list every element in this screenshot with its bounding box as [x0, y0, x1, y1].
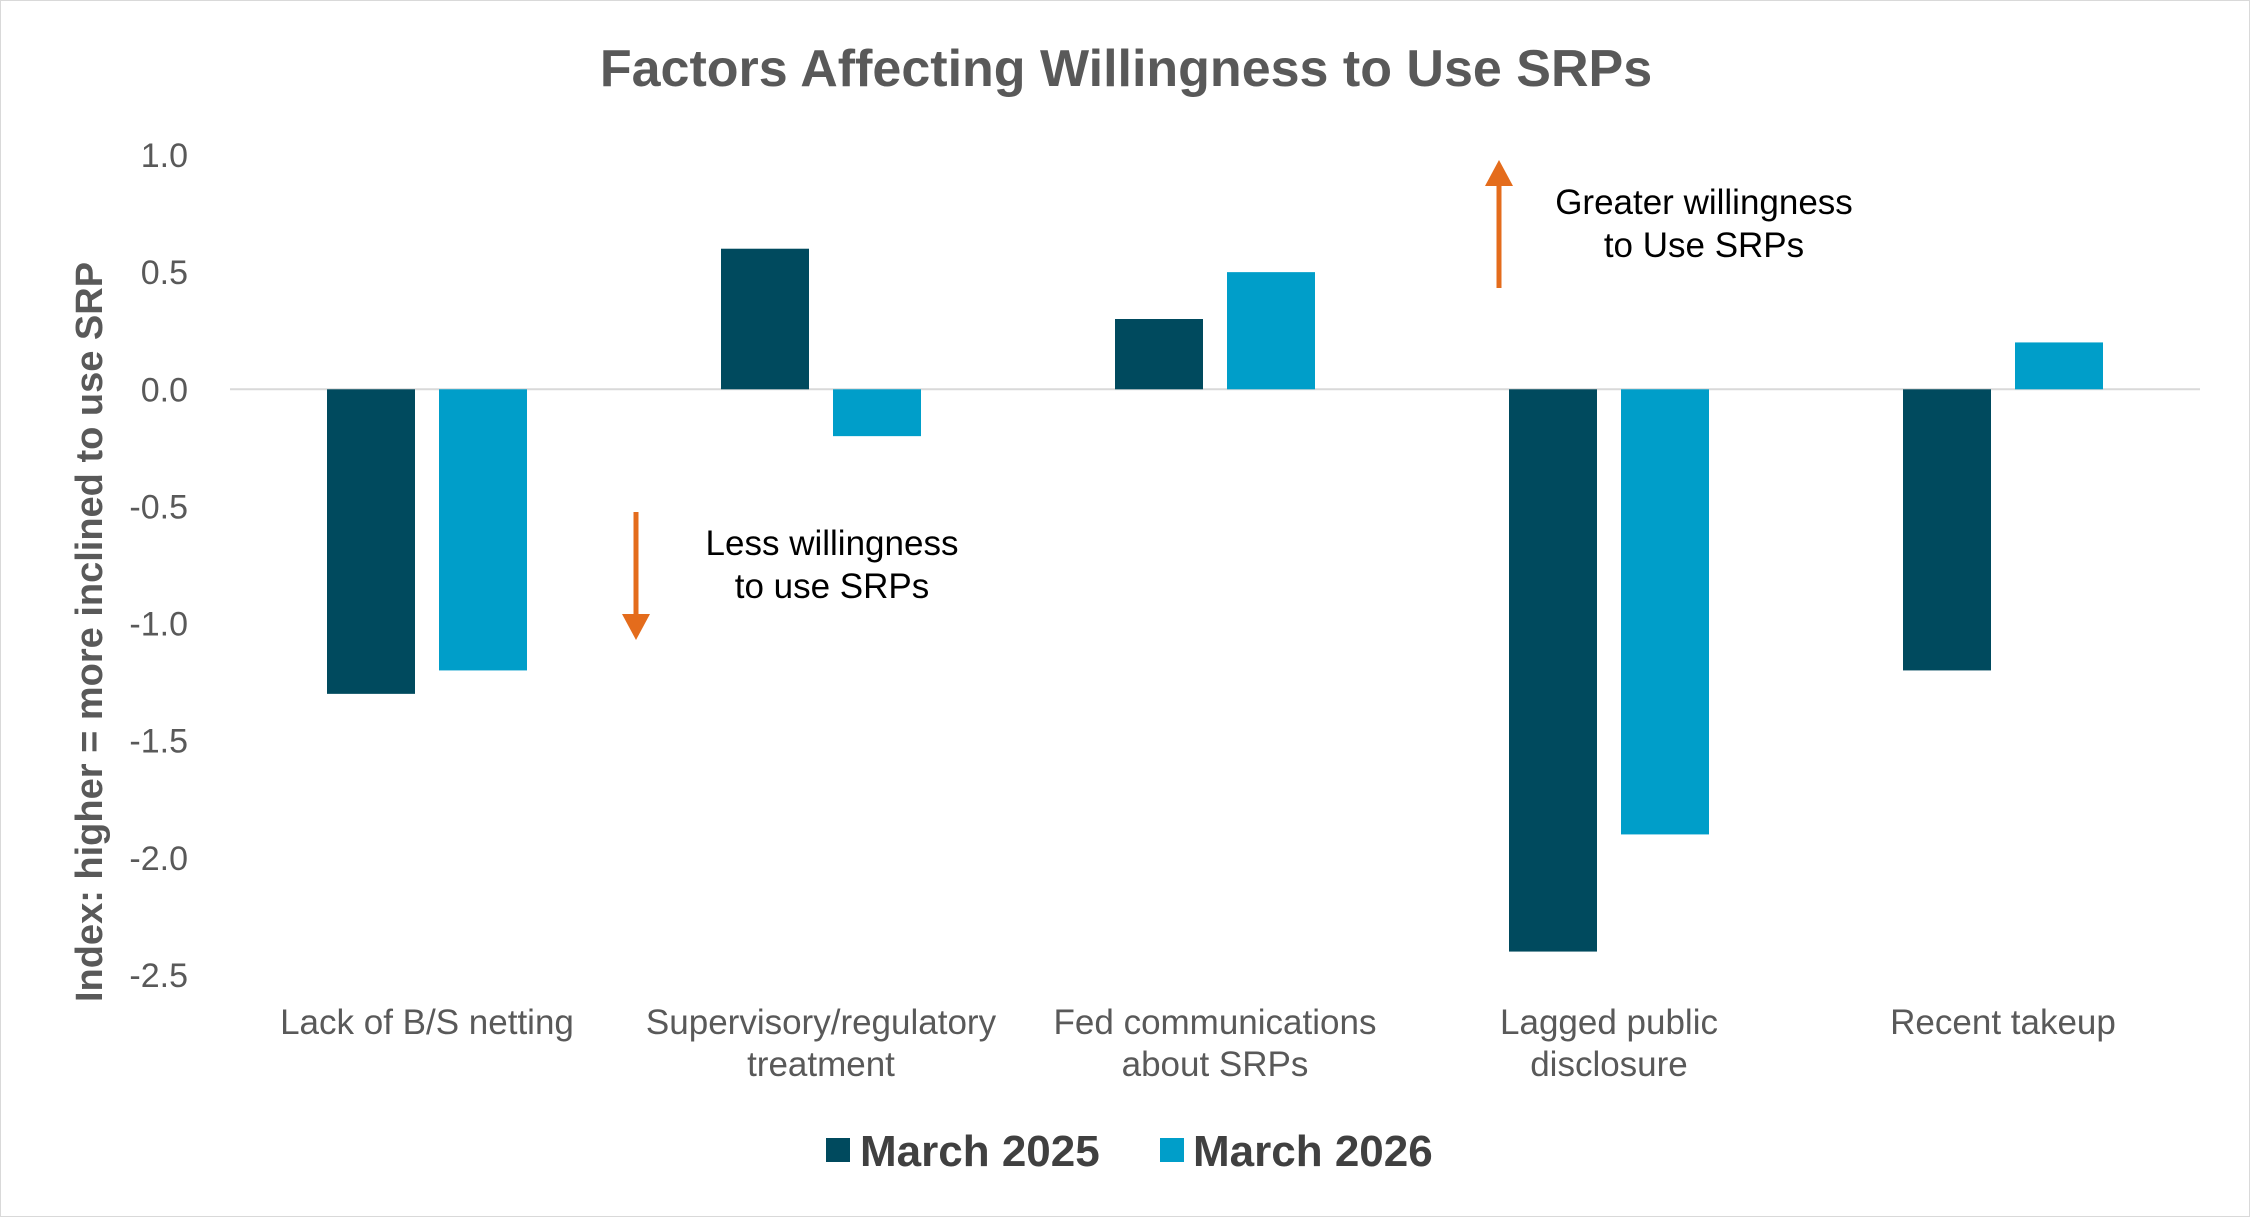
- annotation-text: Less willingness: [706, 524, 959, 563]
- bar-march-2026: [1227, 272, 1315, 390]
- bar-march-2026: [2015, 342, 2103, 390]
- chart-title: Factors Affecting Willingness to Use SRP…: [600, 40, 1652, 98]
- category-label: disclosure: [1530, 1045, 1688, 1084]
- y-axis-label: Index: higher = more inclined to use SRP: [69, 262, 111, 1002]
- bar-march-2026: [1621, 389, 1709, 835]
- y-tick-label: -0.5: [129, 488, 188, 526]
- category-label: about SRPs: [1122, 1045, 1309, 1084]
- y-tick-label: 0.5: [141, 254, 188, 292]
- y-tick-label: -2.0: [129, 840, 188, 878]
- legend-label: March 2026: [1193, 1127, 1433, 1176]
- bar-march-2026: [833, 389, 921, 437]
- y-tick-label: -1.5: [129, 723, 188, 761]
- bar-march-2025: [721, 248, 809, 390]
- legend-swatch: [1160, 1138, 1184, 1162]
- legend-swatch: [826, 1138, 850, 1162]
- y-tick-label: 1.0: [141, 137, 188, 175]
- annotation-text: Greater willingness: [1555, 183, 1853, 222]
- annotation-text: to Use SRPs: [1604, 226, 1804, 265]
- legend-label: March 2025: [860, 1127, 1100, 1176]
- annotation-text: to use SRPs: [735, 567, 930, 606]
- bars: [327, 248, 2103, 952]
- category-label: Supervisory/regulatory: [646, 1003, 997, 1042]
- annotations: Less willingness to use SRPs Greater willi…: [622, 160, 1853, 640]
- bar-march-2026: [439, 389, 527, 671]
- bar-march-2025: [1509, 389, 1597, 952]
- down-arrow-icon: [622, 512, 650, 640]
- y-axis-ticks: 1.0 0.5 0.0 -0.5 -1.0 -1.5 -2.0 -2.5: [129, 137, 188, 995]
- legend: March 2025 March 2026: [826, 1127, 1433, 1176]
- bar-march-2025: [327, 389, 415, 694]
- bar-march-2025: [1903, 389, 1991, 671]
- bar-march-2025: [1115, 319, 1203, 390]
- y-tick-label: -2.5: [129, 957, 188, 995]
- up-arrow-icon: [1485, 160, 1513, 288]
- category-label: Recent takeup: [1890, 1003, 2116, 1042]
- y-tick-label: -1.0: [129, 606, 188, 644]
- category-labels: Lack of B/S netting Supervisory/regulator…: [280, 1003, 2116, 1084]
- category-label: Lack of B/S netting: [280, 1003, 574, 1042]
- y-tick-label: 0.0: [141, 371, 188, 409]
- category-label: Fed communications: [1054, 1003, 1377, 1042]
- category-label: treatment: [747, 1045, 895, 1084]
- category-label: Lagged public: [1500, 1003, 1718, 1042]
